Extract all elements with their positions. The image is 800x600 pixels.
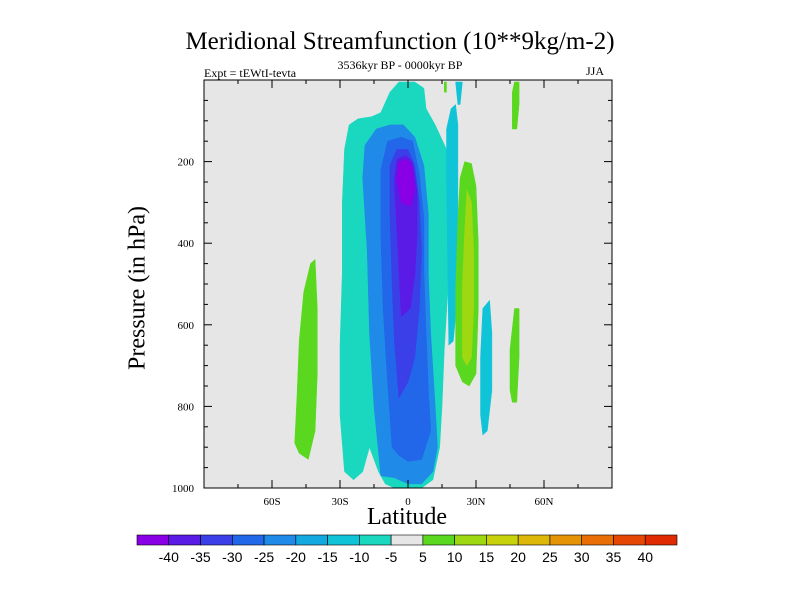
colorbar-swatch (136, 534, 170, 546)
colorbar-label: -30 (222, 549, 242, 565)
colorbar-swatch (168, 534, 201, 546)
colorbar-label: -35 (190, 549, 210, 565)
colorbar-label: -25 (254, 549, 274, 565)
axes: 60S 30S 0 30N 60N 200 400 600 800 1000 (172, 79, 613, 508)
colorbar-swatch (486, 534, 519, 546)
x-tick-label: 30N (467, 496, 486, 508)
y-tick-label: 200 (178, 157, 195, 169)
contour-green-north-lower (509, 308, 520, 403)
colorbar-swatch (613, 534, 646, 546)
colorbar-swatch (359, 534, 392, 546)
colorbar-swatch (263, 534, 297, 546)
season-label: JJA (586, 64, 605, 78)
colorbar-swatch (517, 534, 551, 546)
contour-green-top-north (512, 81, 520, 130)
colorbar-label: 25 (542, 549, 558, 565)
colorbar-label: 15 (479, 549, 495, 565)
colorbar: -40 -35 -30 -25 -20 -15 -10 -5 5 10 15 20 25 30 35 40 (136, 534, 678, 565)
colorbar-label: 20 (510, 549, 526, 565)
y-tick-label: 400 (178, 238, 195, 250)
colorbar-swatch (295, 534, 328, 546)
x-tick-label: 30S (331, 496, 348, 508)
colorbar-label: 35 (606, 549, 622, 565)
colorbar-label: 10 (447, 549, 463, 565)
contour-lime-north (462, 190, 474, 367)
x-tick-label: 60N (535, 496, 554, 508)
colorbar-swatch (390, 534, 424, 546)
contour-cyan-band-top-spike (455, 81, 463, 105)
colorbar-label: 40 (637, 549, 653, 565)
colorbar-label: -15 (317, 549, 337, 565)
y-tick-label: 800 (178, 401, 195, 413)
colorbar-label: 5 (419, 549, 427, 565)
colorbar-label: -20 (286, 549, 306, 565)
colorbar-swatch (422, 534, 455, 546)
colorbar-swatch (644, 534, 678, 546)
y-tick-label: 600 (178, 320, 195, 332)
colorbar-label: -40 (159, 549, 179, 565)
contour-cyan-band-north-strip (446, 103, 459, 346)
x-tick-label: 0 (405, 496, 411, 508)
plot-area (204, 80, 612, 489)
colorbar-label: -5 (385, 549, 398, 565)
chart-title: Meridional Streamfunction (10**9kg/m-2) (185, 28, 615, 55)
colorbar-swatch (454, 534, 487, 546)
contour-cyan-band-far-north (480, 299, 493, 436)
experiment-label: Expt = tEWtI-tevta (204, 66, 297, 80)
colorbar-label: 30 (574, 549, 590, 565)
chart-subtitle: 3536kyr BP - 0000kyr BP (337, 58, 463, 72)
colorbar-swatch (327, 534, 360, 546)
colorbar-swatch (231, 534, 265, 546)
x-tick-label: 60S (263, 496, 280, 508)
colorbar-swatch (200, 534, 233, 546)
colorbar-swatch (549, 534, 583, 546)
contour-violet (396, 159, 416, 207)
contour-green-top-center (444, 81, 447, 93)
contour-green-band-south (294, 258, 318, 460)
colorbar-label: -10 (349, 549, 369, 565)
x-axis-label: Latitude (367, 504, 447, 530)
y-tick-label: 1000 (172, 483, 195, 495)
colorbar-swatch (581, 534, 614, 546)
